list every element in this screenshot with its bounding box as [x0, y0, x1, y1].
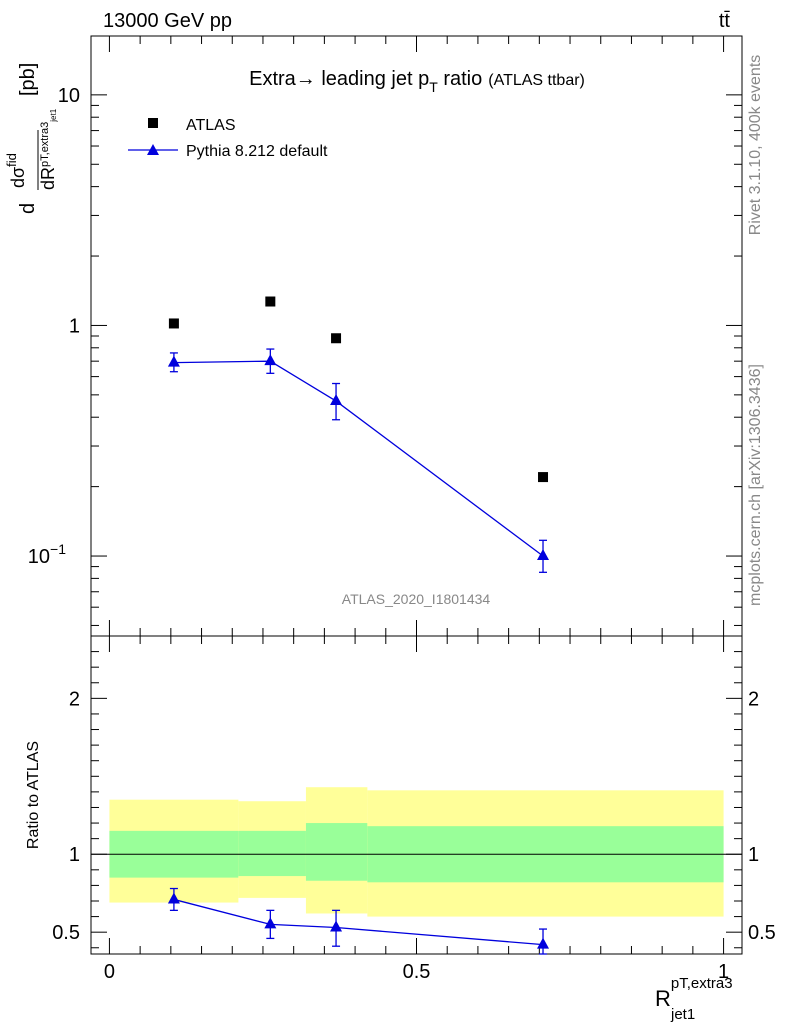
energy-label: 13000 GeV pp: [103, 10, 232, 32]
main-panel: 10 1 10−1 Extra→ leading jet pT ratio (ATLA…: [28, 35, 743, 637]
title-tail: ratio: [438, 68, 482, 90]
atlas-point: [168, 318, 179, 329]
atlas-point: [538, 472, 549, 483]
atlas-point: [331, 333, 342, 344]
x-label: RpT,extra3: [655, 975, 733, 1011]
main-y-tick-label: 10: [58, 85, 80, 107]
ratio-y-tick-label-right: 2: [748, 688, 759, 710]
ratio-band-inner: [238, 830, 306, 877]
legend-pythia-marker: [147, 144, 159, 155]
ratio-band-inner: [305, 823, 368, 881]
main-x-axis-ticks: [108, 36, 725, 636]
x-tick-label: 0: [104, 961, 115, 983]
main-y-label: d dσfid dRpT,extra3jet1 [pb]: [4, 63, 58, 214]
ratio-x-axis: 0 0.5 1: [104, 636, 729, 983]
ratio-pythia-point: [330, 920, 343, 932]
legend-pythia-label: Pythia 8.212 default: [186, 143, 328, 160]
xlabel-sup: pT,extra3: [671, 975, 733, 992]
ratio-pythia-point: [167, 892, 180, 904]
legend-atlas-marker: [148, 118, 158, 128]
x-tick-label: 1: [718, 961, 729, 983]
main-y-axis: 10 1 10−1: [28, 85, 742, 626]
ratio-y-tick-label-right: 0.5: [748, 922, 776, 944]
pythia-point: [264, 354, 277, 366]
svg-text:dRpT,extra3jet1: dRpT,extra3jet1: [38, 108, 58, 190]
ratio-pythia-point: [537, 937, 550, 949]
title-paren: (ATLAS ttbar): [488, 72, 585, 89]
title-mid: leading jet p: [316, 68, 429, 90]
ylabel-fid: fid: [4, 153, 19, 167]
ratio-pythia-point: [264, 917, 277, 929]
ratio-y-label: Ratio to ATLAS: [25, 741, 42, 849]
main-series: [167, 296, 550, 573]
pythia-line: [173, 360, 544, 557]
legend: ATLAS Pythia 8.212 default: [128, 117, 328, 160]
ylabel-unit: [pb]: [17, 63, 39, 96]
svg-text:d: d: [17, 203, 39, 214]
title-main: Extra: [249, 68, 297, 90]
xlabel-sub: jet1: [670, 1006, 695, 1023]
ratio-y-tick-label-left: 1: [69, 844, 80, 866]
ratio-y-tick-label-left: 2: [69, 688, 80, 710]
pythia-point: [167, 355, 180, 367]
legend-atlas-label: ATLAS: [186, 117, 236, 134]
title-arrow: →: [296, 68, 316, 90]
ratio-y-axis: 0.5 0.5 1 1 2 2: [52, 635, 776, 949]
ylabel-subsub: jet1: [49, 108, 58, 122]
main-y-tick-label: 1: [69, 315, 80, 337]
svg-text:[pb]: [pb]: [17, 63, 39, 96]
ylabel-d: d: [17, 203, 39, 214]
ratio-y-tick-label-left: 0.5: [52, 922, 80, 944]
analysis-id: ATLAS_2020_I1801434: [342, 591, 491, 607]
atlas-point: [265, 296, 276, 307]
process-label: tt̄: [719, 10, 731, 32]
svg-text:dσfid: dσfid: [4, 153, 28, 188]
ratio-pythia-line: [173, 898, 544, 946]
pythia-point: [537, 549, 550, 561]
ylabel-sub: pT,extra3: [39, 122, 51, 167]
rivet-label: Rivet 3.1.10, 400k events: [747, 55, 764, 236]
ratio-series: [167, 887, 550, 955]
title-sub: T: [429, 79, 438, 95]
ratio-y-tick-label-right: 1: [748, 844, 759, 866]
ratio-panel: 0.5 0.51 12 2 0 0.5 1 Ratio to ATLAS: [25, 635, 776, 983]
ylabel-R: dR: [38, 167, 58, 190]
xlabel-R: R: [655, 986, 671, 1011]
chart-title: Extra→ leading jet pT ratio (ATLAS ttbar): [249, 68, 585, 95]
site-label: mcplots.cern.ch [arXiv:1306.3436]: [747, 364, 764, 606]
pythia-point: [330, 394, 343, 406]
main-y-tick-label: 10−1: [28, 541, 66, 568]
ylabel-sigma: dσ: [8, 167, 28, 188]
x-tick-label: 0.5: [403, 961, 431, 983]
ratio-bands: [109, 787, 724, 917]
